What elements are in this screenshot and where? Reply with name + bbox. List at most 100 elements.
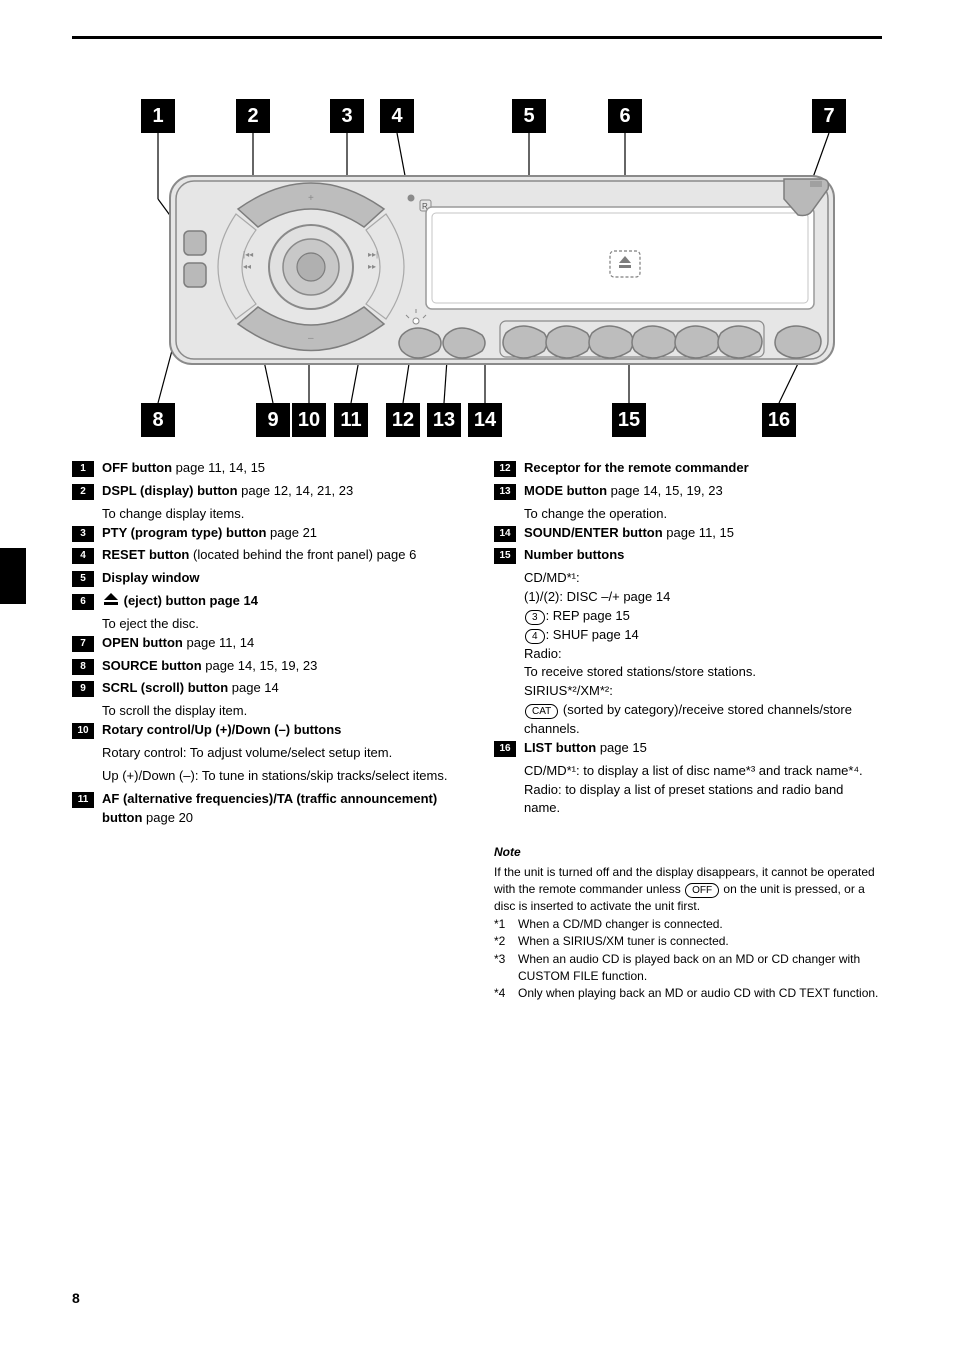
callout-16: 16: [762, 403, 796, 437]
num-16: 16: [494, 741, 516, 757]
ast-3-text: When an audio CD is played back on an MD…: [518, 951, 882, 986]
label-eject: (eject) button page 14: [124, 593, 258, 608]
ast-3-mark: *3: [494, 951, 518, 986]
callout-3: 3: [330, 99, 364, 133]
svg-text:▸▸|: ▸▸|: [368, 250, 378, 259]
num-5: 5: [72, 571, 94, 587]
oval-3: 3: [525, 610, 545, 625]
item-7: 7 OPEN button page 11, 14: [72, 634, 460, 653]
callout-7: 7: [812, 99, 846, 133]
callout-5: 5: [512, 99, 546, 133]
svg-text:+: +: [308, 193, 314, 204]
item-12: 12 Receptor for the remote commander: [494, 459, 882, 478]
label-mode: MODE button: [524, 483, 607, 498]
item-8: 8 SOURCE button page 14, 15, 19, 23: [72, 657, 460, 676]
pageref-4: (located behind the front panel) page 6: [189, 547, 416, 562]
sub-6: To eject the disc.: [102, 615, 460, 634]
callout-8: 8: [141, 403, 175, 437]
callout-1: 1: [141, 99, 175, 133]
svg-text:▸▸: ▸▸: [368, 262, 376, 271]
ast-2: *2When a SIRIUS/XM tuner is connected.: [494, 933, 882, 950]
label-scrl: SCRL (scroll) button: [102, 680, 228, 695]
item-10: 10 Rotary control/Up (+)/Down (–) button…: [72, 721, 460, 740]
num-2: 2: [72, 484, 94, 500]
bb-l0: CD/MD*¹:: [524, 569, 882, 588]
ast-2-mark: *2: [494, 933, 518, 950]
item-14: 14 SOUND/ENTER button page 11, 15: [494, 524, 882, 543]
ast-1-text: When a CD/MD changer is connected.: [518, 916, 882, 933]
buttons-block: CD/MD*¹: (1)/(2): DISC –/+ page 14 3: RE…: [524, 569, 882, 739]
pageref-8: page 14, 15, 19, 23: [202, 658, 318, 673]
num-9: 9: [72, 681, 94, 697]
label-number-buttons: Number buttons: [524, 547, 624, 562]
right-column: 12 Receptor for the remote commander 13 …: [494, 459, 882, 1003]
num-6: 6: [72, 594, 94, 610]
pageref-11: page 20: [142, 810, 193, 825]
callout-2: 2: [236, 99, 270, 133]
pageref-7: page 11, 14: [183, 635, 254, 650]
ast-4-text: Only when playing back an MD or audio CD…: [518, 985, 882, 1002]
pageref-16: page 15: [596, 740, 647, 755]
num-12: 12: [494, 461, 516, 477]
pageref-9: page 14: [228, 680, 279, 695]
item-5: 5 Display window: [72, 569, 460, 588]
bb-cat-text: (sorted by category)/receive stored chan…: [524, 702, 852, 736]
device-diagram: |◂◂ ◂◂ ▸▸| ▸▸ + – R: [68, 99, 876, 445]
pageref-3: page 21: [266, 525, 317, 540]
note-title: Note: [494, 844, 882, 861]
num-7: 7: [72, 636, 94, 652]
svg-text:|◂◂: |◂◂: [243, 250, 253, 259]
num-11: 11: [72, 792, 94, 808]
item-15: 15 Number buttons: [494, 546, 882, 565]
sub-16a: CD/MD*¹: to display a list of disc name*…: [524, 762, 882, 781]
callout-6: 6: [608, 99, 642, 133]
label-reset: RESET button: [102, 547, 189, 562]
label-display: Display window: [102, 570, 200, 585]
ast-4: *4Only when playing back an MD or audio …: [494, 985, 882, 1002]
pageref-14: page 11, 15: [663, 525, 734, 540]
label-pty: PTY (program type) button: [102, 525, 266, 540]
callout-12: 12: [386, 403, 420, 437]
label-open: OPEN button: [102, 635, 183, 650]
label-rotary: Rotary control/Up (+)/Down (–) buttons: [102, 722, 341, 737]
callout-4: 4: [380, 99, 414, 133]
item-1: 1 OFF button page 11, 14, 15: [72, 459, 460, 478]
bb-l4: Radio:: [524, 645, 882, 664]
side-tab: [0, 548, 26, 604]
svg-text:–: –: [308, 333, 314, 344]
notes-block: Note If the unit is turned off and the d…: [494, 844, 882, 1003]
pageref-13: page 14, 15, 19, 23: [607, 483, 723, 498]
sub-2: To change display items.: [102, 505, 460, 524]
ast-1: *1When a CD/MD changer is connected.: [494, 916, 882, 933]
sub-13: To change the operation.: [524, 505, 882, 524]
bb-l6: SIRIUS*²/XM*²:: [524, 682, 882, 701]
item-9: 9 SCRL (scroll) button page 14: [72, 679, 460, 698]
oval-off: OFF: [685, 883, 719, 898]
eject-icon: [104, 593, 118, 605]
note-intro: If the unit is turned off and the displa…: [494, 864, 882, 916]
item-4: 4 RESET button (located behind the front…: [72, 546, 460, 565]
num-4: 4: [72, 548, 94, 564]
pageref-2: page 12, 14, 21, 23: [238, 483, 354, 498]
callout-9: 9: [256, 403, 290, 437]
item-2: 2 DSPL (display) button page 12, 14, 21,…: [72, 482, 460, 501]
label-list: LIST button: [524, 740, 596, 755]
pageref-1: page 11, 14, 15: [172, 460, 265, 475]
bb-l5: To receive stored stations/store station…: [524, 663, 882, 682]
num-15: 15: [494, 548, 516, 564]
callout-10: 10: [292, 403, 326, 437]
label-off: OFF button: [102, 460, 172, 475]
num-14: 14: [494, 526, 516, 542]
item-11: 11 AF (alternative frequencies)/TA (traf…: [72, 790, 460, 828]
ast-4-mark: *4: [494, 985, 518, 1002]
num-3: 3: [72, 526, 94, 542]
callout-15: 15: [612, 403, 646, 437]
bb-l3: 4: SHUF page 14: [524, 626, 882, 645]
sub-10b: Up (+)/Down (–): To tune in stations/ski…: [102, 767, 460, 786]
num-10: 10: [72, 723, 94, 739]
bb-l1: (1)/(2): DISC –/+ page 14: [524, 588, 882, 607]
label-dspl: DSPL (display) button: [102, 483, 238, 498]
num-8: 8: [72, 659, 94, 675]
svg-text:◂◂: ◂◂: [243, 262, 251, 271]
ast-1-mark: *1: [494, 916, 518, 933]
